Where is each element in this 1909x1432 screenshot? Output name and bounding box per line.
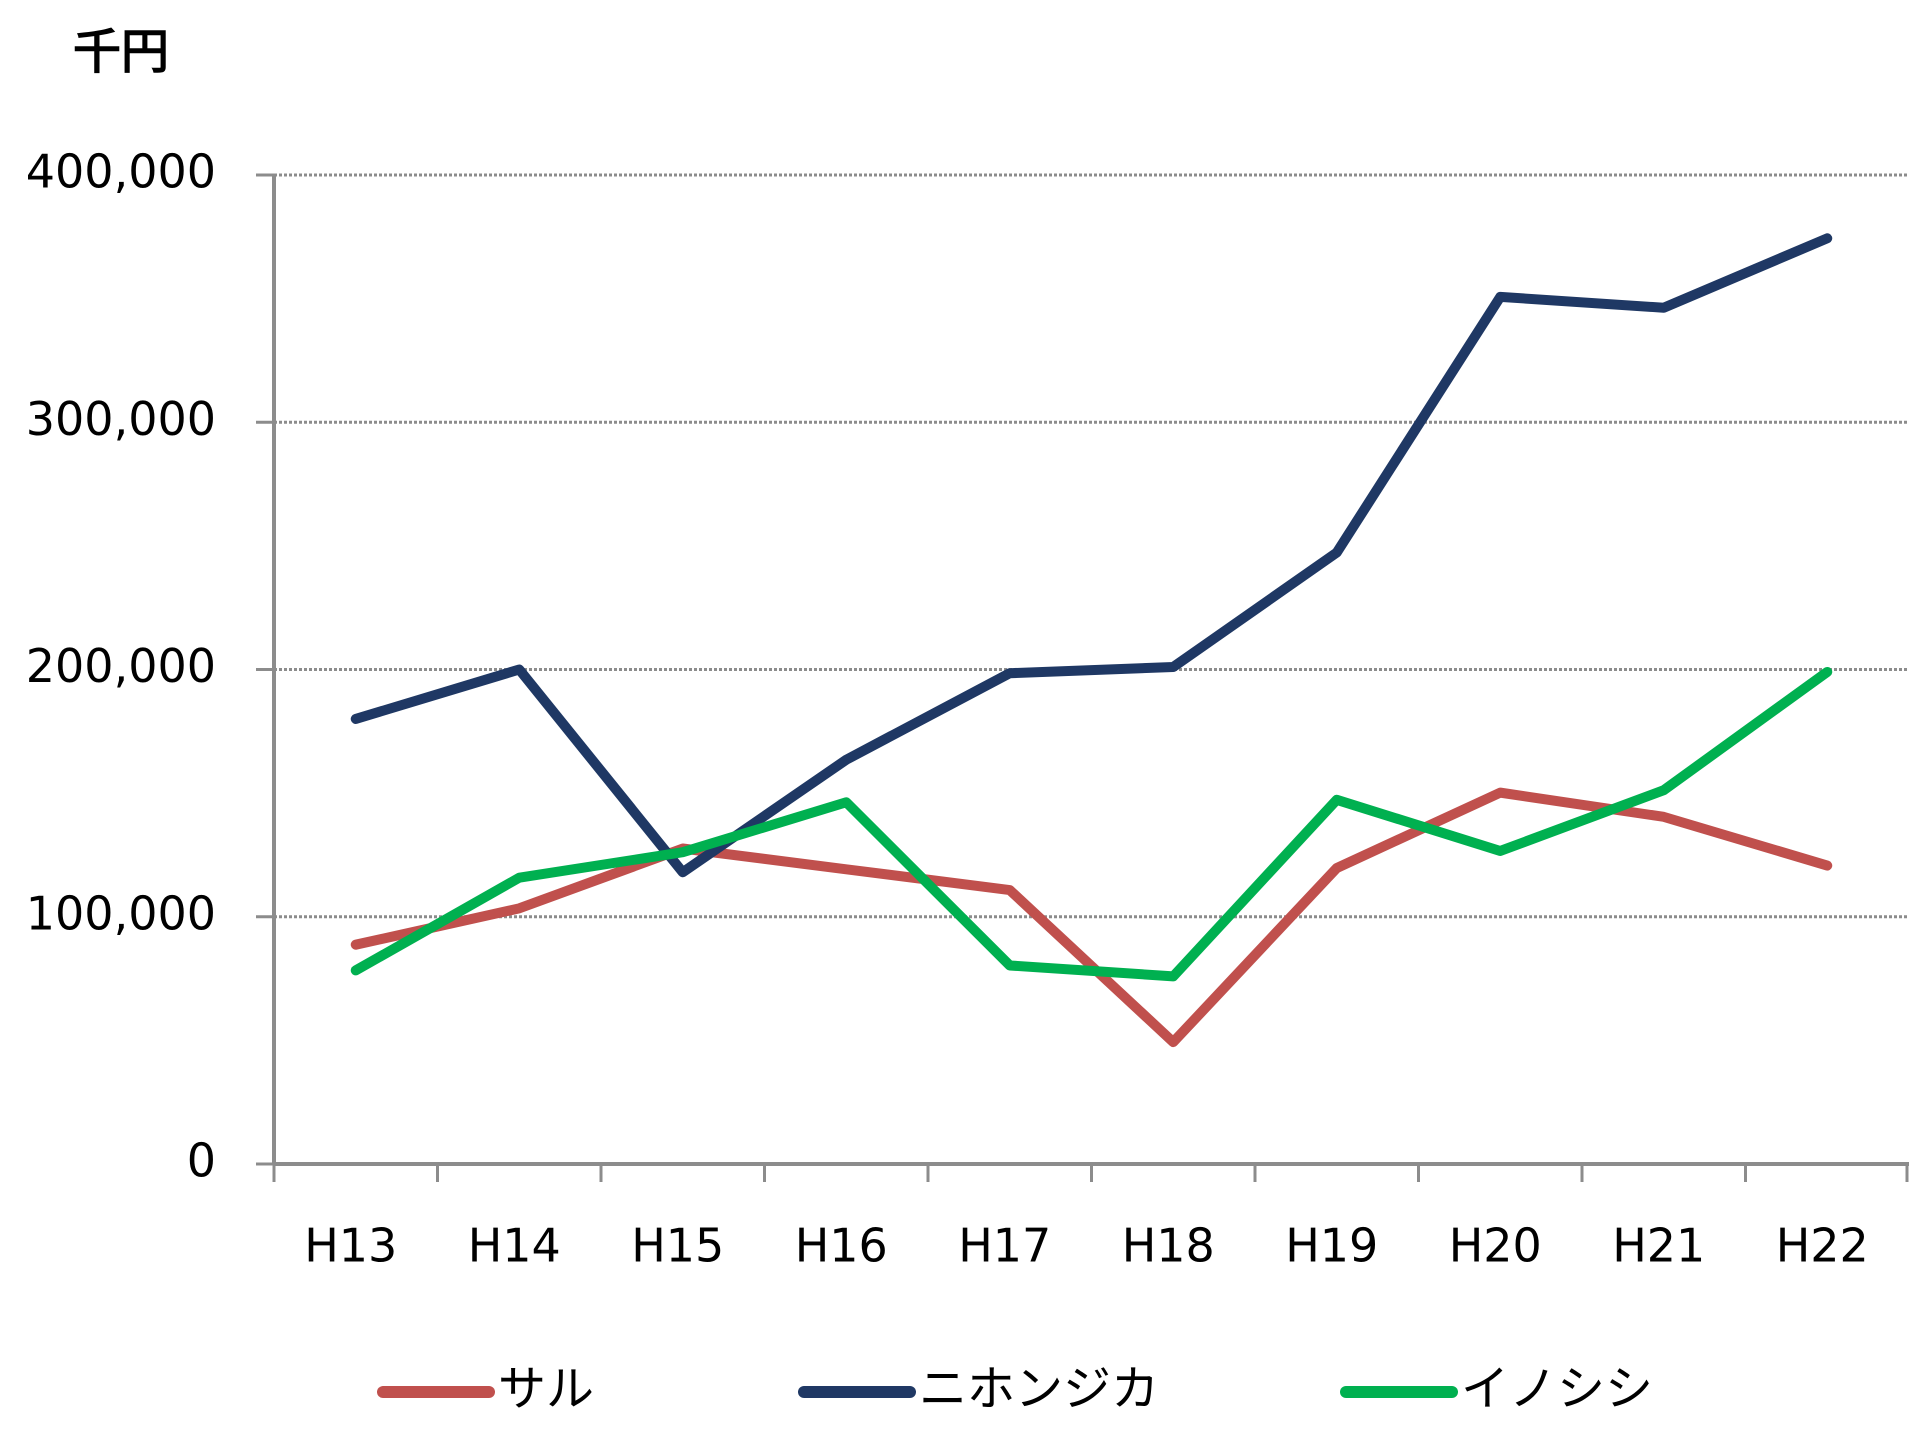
x-tick-label: H15 bbox=[631, 1219, 724, 1273]
x-tick-label: H18 bbox=[1122, 1219, 1215, 1273]
y-tick-label: 100,000 bbox=[26, 886, 216, 940]
x-tick-label: H13 bbox=[304, 1219, 397, 1273]
x-tick-label: H20 bbox=[1449, 1219, 1542, 1273]
legend-label: ニホンジカ bbox=[919, 1361, 1159, 1417]
x-tick-label: H16 bbox=[795, 1219, 888, 1273]
legend-label: イノシシ bbox=[1461, 1361, 1653, 1417]
x-tick-label: H14 bbox=[468, 1219, 561, 1273]
legend-label: サル bbox=[498, 1361, 594, 1417]
y-tick-label: 400,000 bbox=[26, 145, 216, 199]
x-tick-label: H17 bbox=[958, 1219, 1051, 1273]
series-line bbox=[350, 666, 1833, 982]
x-tick-label: H21 bbox=[1612, 1219, 1705, 1273]
y-tick-label: 200,000 bbox=[26, 639, 216, 693]
y-axis-unit: 千円 bbox=[73, 24, 169, 80]
y-tick-label: 300,000 bbox=[26, 392, 216, 446]
series-line bbox=[350, 233, 1833, 878]
x-tick-label: H19 bbox=[1285, 1219, 1378, 1273]
x-tick-label: H22 bbox=[1776, 1219, 1869, 1273]
y-tick-label: 0 bbox=[187, 1134, 216, 1188]
